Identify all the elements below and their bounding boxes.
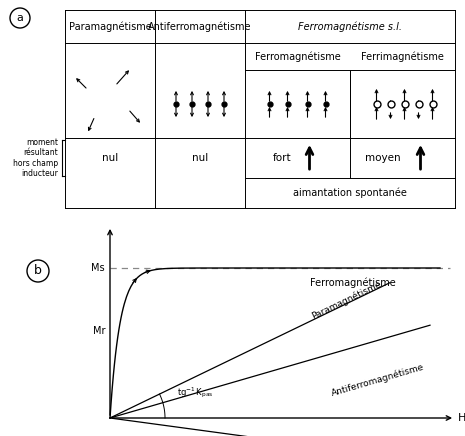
Text: fort: fort bbox=[273, 153, 292, 163]
Text: moyen: moyen bbox=[365, 153, 400, 163]
Text: Ms: Ms bbox=[92, 263, 105, 273]
Text: Ferromagnétisme s.l.: Ferromagnétisme s.l. bbox=[298, 21, 402, 32]
Text: a: a bbox=[17, 13, 23, 23]
Text: nul: nul bbox=[192, 153, 208, 163]
Text: Mr: Mr bbox=[93, 326, 105, 336]
Text: moment
résultant
hors champ
inducteur: moment résultant hors champ inducteur bbox=[13, 138, 58, 178]
Text: b: b bbox=[34, 265, 42, 277]
Text: nul: nul bbox=[102, 153, 118, 163]
Text: Paramagnétisme: Paramagnétisme bbox=[69, 21, 152, 32]
Text: $\mathrm{tg^{-1}\,K_{pas}}$: $\mathrm{tg^{-1}\,K_{pas}}$ bbox=[177, 385, 213, 400]
Text: Ferromagnétisme: Ferromagnétisme bbox=[255, 51, 340, 62]
Text: Ferromagnétisme: Ferromagnétisme bbox=[310, 278, 396, 288]
Text: Antiferromagnétisme: Antiferromagnétisme bbox=[148, 21, 252, 32]
Text: Antiferromagnétisme: Antiferromagnétisme bbox=[330, 362, 425, 398]
Text: Paramagnétisme: Paramagnétisme bbox=[310, 279, 383, 321]
Text: aimantation spontanée: aimantation spontanée bbox=[293, 188, 407, 198]
Text: Ferrimagnétisme: Ferrimagnétisme bbox=[361, 51, 444, 62]
Text: H: H bbox=[458, 413, 465, 423]
